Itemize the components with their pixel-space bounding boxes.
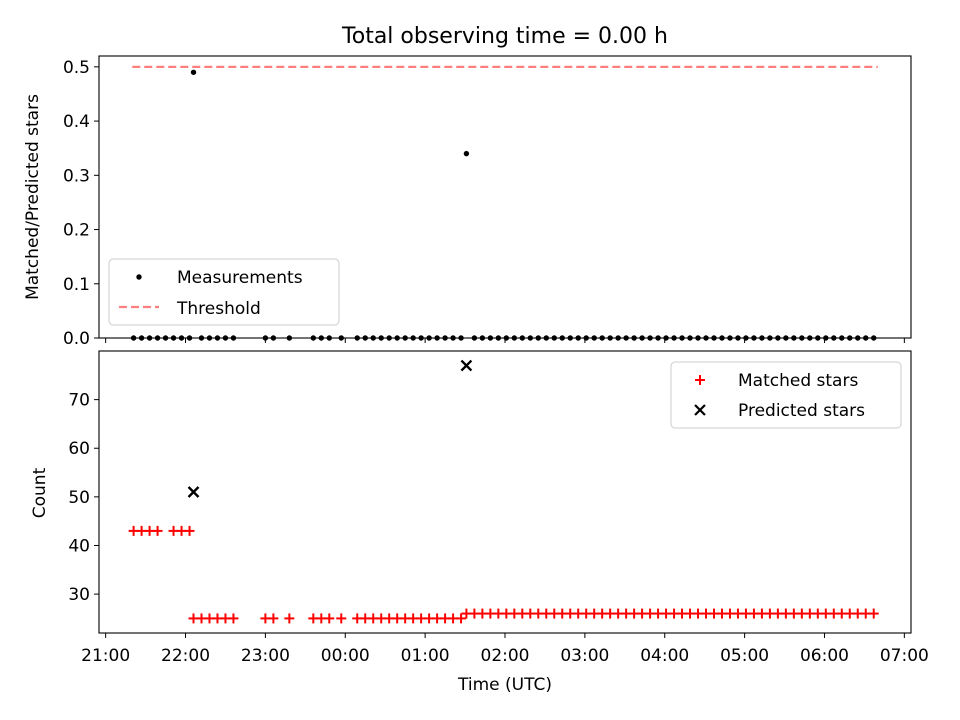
bottom-legend-frame	[670, 361, 902, 429]
bottom-x-tick-label: 22:00	[161, 646, 210, 666]
top-y-axis-label: Matched/Predicted stars	[23, 94, 43, 300]
top-y-tick-label: 0.1	[63, 275, 90, 295]
matched-star-point	[456, 613, 467, 624]
measurement-point	[463, 150, 470, 157]
measurements-legend-label: Measurements	[177, 268, 303, 288]
top-y-tick-label: 0.5	[63, 58, 90, 78]
bottom-x-tick-label: 01:00	[401, 646, 450, 666]
matched-star-point	[268, 613, 279, 624]
top-y-tick-label: 0.2	[63, 221, 90, 241]
predicted-stars-legend-marker	[694, 404, 706, 416]
matched-star-point	[184, 525, 195, 536]
predicted-star-stroke	[187, 486, 200, 498]
top-legend-frame	[108, 258, 340, 326]
bottom-x-tick-label: 05:00	[720, 646, 769, 666]
bottom-legend: Matched stars Predicted stars	[670, 361, 902, 429]
x-axis-label: Time (UTC)	[457, 675, 552, 695]
bottom-x-tick-label: 07:00	[880, 646, 929, 666]
bottom-x-tick-label: 23:00	[241, 646, 290, 666]
bottom-y-axis-label: Count	[30, 467, 50, 518]
matched-stars-legend-marker	[695, 375, 705, 385]
bottom-x-tick-label: 00:00	[321, 646, 370, 666]
matched-star-point	[152, 525, 163, 536]
top-y-tick-label: 0.3	[63, 166, 90, 186]
top-y-tick-label: 0.4	[63, 112, 90, 132]
predicted-stars-legend-label: Predicted stars	[738, 401, 865, 421]
measurements-legend-marker	[136, 274, 142, 280]
measurement-point	[190, 69, 197, 75]
bottom-x-tick-label: 06:00	[800, 646, 849, 666]
predicted-star-point	[187, 486, 200, 498]
matched-star-point	[284, 613, 295, 624]
matched-star-point	[868, 608, 879, 619]
matched-star-point	[336, 613, 347, 624]
matched-star-point	[228, 613, 239, 624]
bottom-y-tick-label: 70	[68, 391, 90, 411]
chart-title: Total observing time = 0.00 h	[341, 24, 668, 49]
top-y-tick-label: 0.0	[63, 329, 90, 349]
top-axes-frame	[98, 55, 912, 339]
bottom-axes-frame	[98, 350, 912, 634]
matched-stars-legend-label: Matched stars	[738, 371, 858, 391]
bottom-x-tick-label: 03:00	[560, 646, 609, 666]
bottom-y-tick-label: 60	[68, 439, 90, 459]
bottom-y-tick-label: 30	[68, 585, 90, 605]
bottom-x-tick-label: 02:00	[481, 646, 530, 666]
top-legend: Measurements Threshold	[108, 258, 340, 326]
predicted-star-stroke	[460, 359, 473, 372]
predicted-star-point	[460, 359, 473, 372]
bottom-y-tick-label: 40	[68, 536, 90, 556]
matched-star-point	[324, 613, 335, 624]
bottom-y-tick-label: 50	[68, 488, 90, 508]
bottom-x-tick-label: 04:00	[640, 646, 689, 666]
bottom-x-tick-label: 21:00	[81, 646, 130, 666]
threshold-legend-label: Threshold	[176, 299, 261, 319]
